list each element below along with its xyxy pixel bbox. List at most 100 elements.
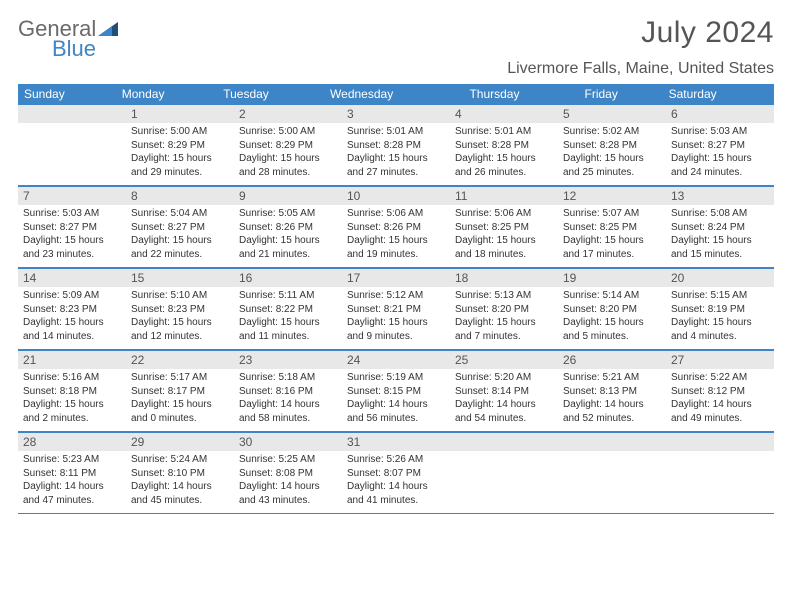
calendar-day-cell <box>558 432 666 514</box>
day-content: Sunrise: 5:11 AMSunset: 8:22 PMDaylight:… <box>234 287 342 349</box>
day-number: 24 <box>342 350 450 369</box>
calendar-day-cell <box>450 432 558 514</box>
day-number: 16 <box>234 268 342 287</box>
calendar-body: 1Sunrise: 5:00 AMSunset: 8:29 PMDaylight… <box>18 104 774 514</box>
day-content: Sunrise: 5:08 AMSunset: 8:24 PMDaylight:… <box>666 205 774 267</box>
day-number-empty <box>450 432 558 451</box>
day-number: 27 <box>666 350 774 369</box>
day-content: Sunrise: 5:01 AMSunset: 8:28 PMDaylight:… <box>342 123 450 185</box>
location-label: Livermore Falls, Maine, United States <box>18 60 774 78</box>
day-number: 15 <box>126 268 234 287</box>
day-content: Sunrise: 5:03 AMSunset: 8:27 PMDaylight:… <box>18 205 126 267</box>
weekday-header: Tuesday <box>217 84 324 104</box>
day-content: Sunrise: 5:03 AMSunset: 8:27 PMDaylight:… <box>666 123 774 185</box>
calendar-day-cell: 30Sunrise: 5:25 AMSunset: 8:08 PMDayligh… <box>234 432 342 514</box>
day-number: 2 <box>234 104 342 123</box>
calendar-table: Sunday Monday Tuesday Wednesday Thursday… <box>18 84 774 104</box>
day-number: 18 <box>450 268 558 287</box>
calendar-week-row: 14Sunrise: 5:09 AMSunset: 8:23 PMDayligh… <box>18 268 774 350</box>
brand-part2-wrap: Blue <box>52 36 792 62</box>
day-number: 5 <box>558 104 666 123</box>
day-number-empty <box>666 432 774 451</box>
weekday-header: Wednesday <box>324 84 463 104</box>
calendar-day-cell: 21Sunrise: 5:16 AMSunset: 8:18 PMDayligh… <box>18 350 126 432</box>
calendar-week-row: 1Sunrise: 5:00 AMSunset: 8:29 PMDaylight… <box>18 104 774 186</box>
calendar-day-cell: 27Sunrise: 5:22 AMSunset: 8:12 PMDayligh… <box>666 350 774 432</box>
day-content: Sunrise: 5:23 AMSunset: 8:11 PMDaylight:… <box>18 451 126 513</box>
weekday-header-row: Sunday Monday Tuesday Wednesday Thursday… <box>18 84 774 104</box>
day-content: Sunrise: 5:13 AMSunset: 8:20 PMDaylight:… <box>450 287 558 349</box>
day-content: Sunrise: 5:05 AMSunset: 8:26 PMDaylight:… <box>234 205 342 267</box>
calendar-day-cell <box>18 104 126 186</box>
calendar-day-cell: 24Sunrise: 5:19 AMSunset: 8:15 PMDayligh… <box>342 350 450 432</box>
day-content: Sunrise: 5:20 AMSunset: 8:14 PMDaylight:… <box>450 369 558 431</box>
calendar-day-cell: 29Sunrise: 5:24 AMSunset: 8:10 PMDayligh… <box>126 432 234 514</box>
calendar-day-cell: 13Sunrise: 5:08 AMSunset: 8:24 PMDayligh… <box>666 186 774 268</box>
day-number: 29 <box>126 432 234 451</box>
day-content: Sunrise: 5:25 AMSunset: 8:08 PMDaylight:… <box>234 451 342 513</box>
day-content: Sunrise: 5:22 AMSunset: 8:12 PMDaylight:… <box>666 369 774 431</box>
calendar-day-cell: 23Sunrise: 5:18 AMSunset: 8:16 PMDayligh… <box>234 350 342 432</box>
weekday-header: Thursday <box>463 84 578 104</box>
weekday-header: Saturday <box>663 84 774 104</box>
day-number-empty <box>18 104 126 123</box>
day-content-empty <box>18 123 126 181</box>
day-content: Sunrise: 5:06 AMSunset: 8:25 PMDaylight:… <box>450 205 558 267</box>
day-number: 30 <box>234 432 342 451</box>
calendar-day-cell: 6Sunrise: 5:03 AMSunset: 8:27 PMDaylight… <box>666 104 774 186</box>
calendar-day-cell: 22Sunrise: 5:17 AMSunset: 8:17 PMDayligh… <box>126 350 234 432</box>
day-number: 10 <box>342 186 450 205</box>
calendar-day-cell: 7Sunrise: 5:03 AMSunset: 8:27 PMDaylight… <box>18 186 126 268</box>
day-number: 9 <box>234 186 342 205</box>
day-number: 17 <box>342 268 450 287</box>
calendar-day-cell: 26Sunrise: 5:21 AMSunset: 8:13 PMDayligh… <box>558 350 666 432</box>
day-number: 28 <box>18 432 126 451</box>
day-content: Sunrise: 5:10 AMSunset: 8:23 PMDaylight:… <box>126 287 234 349</box>
weekday-header: Sunday <box>18 84 116 104</box>
calendar-day-cell: 5Sunrise: 5:02 AMSunset: 8:28 PMDaylight… <box>558 104 666 186</box>
calendar-day-cell: 12Sunrise: 5:07 AMSunset: 8:25 PMDayligh… <box>558 186 666 268</box>
day-content: Sunrise: 5:21 AMSunset: 8:13 PMDaylight:… <box>558 369 666 431</box>
day-content: Sunrise: 5:00 AMSunset: 8:29 PMDaylight:… <box>126 123 234 185</box>
day-number: 31 <box>342 432 450 451</box>
day-content: Sunrise: 5:12 AMSunset: 8:21 PMDaylight:… <box>342 287 450 349</box>
calendar-day-cell: 31Sunrise: 5:26 AMSunset: 8:07 PMDayligh… <box>342 432 450 514</box>
weekday-header: Friday <box>579 84 663 104</box>
day-number: 4 <box>450 104 558 123</box>
calendar-day-cell: 25Sunrise: 5:20 AMSunset: 8:14 PMDayligh… <box>450 350 558 432</box>
day-content: Sunrise: 5:04 AMSunset: 8:27 PMDaylight:… <box>126 205 234 267</box>
day-content: Sunrise: 5:24 AMSunset: 8:10 PMDaylight:… <box>126 451 234 513</box>
calendar-day-cell: 1Sunrise: 5:00 AMSunset: 8:29 PMDaylight… <box>126 104 234 186</box>
day-content: Sunrise: 5:07 AMSunset: 8:25 PMDaylight:… <box>558 205 666 267</box>
calendar-day-cell: 9Sunrise: 5:05 AMSunset: 8:26 PMDaylight… <box>234 186 342 268</box>
day-number: 20 <box>666 268 774 287</box>
day-content: Sunrise: 5:14 AMSunset: 8:20 PMDaylight:… <box>558 287 666 349</box>
day-content-empty <box>450 451 558 509</box>
calendar-day-cell: 16Sunrise: 5:11 AMSunset: 8:22 PMDayligh… <box>234 268 342 350</box>
day-content-empty <box>666 451 774 509</box>
calendar-week-row: 7Sunrise: 5:03 AMSunset: 8:27 PMDaylight… <box>18 186 774 268</box>
day-number: 23 <box>234 350 342 369</box>
calendar-day-cell: 17Sunrise: 5:12 AMSunset: 8:21 PMDayligh… <box>342 268 450 350</box>
day-content: Sunrise: 5:19 AMSunset: 8:15 PMDaylight:… <box>342 369 450 431</box>
calendar-day-cell: 8Sunrise: 5:04 AMSunset: 8:27 PMDaylight… <box>126 186 234 268</box>
day-number: 7 <box>18 186 126 205</box>
day-number: 12 <box>558 186 666 205</box>
calendar-day-cell: 20Sunrise: 5:15 AMSunset: 8:19 PMDayligh… <box>666 268 774 350</box>
calendar-day-cell: 2Sunrise: 5:00 AMSunset: 8:29 PMDaylight… <box>234 104 342 186</box>
calendar-day-cell: 3Sunrise: 5:01 AMSunset: 8:28 PMDaylight… <box>342 104 450 186</box>
day-number: 25 <box>450 350 558 369</box>
calendar-day-cell <box>666 432 774 514</box>
day-content-empty <box>558 451 666 509</box>
calendar-day-cell: 4Sunrise: 5:01 AMSunset: 8:28 PMDaylight… <box>450 104 558 186</box>
day-number: 21 <box>18 350 126 369</box>
calendar-week-row: 28Sunrise: 5:23 AMSunset: 8:11 PMDayligh… <box>18 432 774 514</box>
day-number: 3 <box>342 104 450 123</box>
calendar-day-cell: 28Sunrise: 5:23 AMSunset: 8:11 PMDayligh… <box>18 432 126 514</box>
day-content: Sunrise: 5:09 AMSunset: 8:23 PMDaylight:… <box>18 287 126 349</box>
day-number: 11 <box>450 186 558 205</box>
day-number: 6 <box>666 104 774 123</box>
day-number: 13 <box>666 186 774 205</box>
brand-part2: Blue <box>52 36 96 61</box>
day-content: Sunrise: 5:00 AMSunset: 8:29 PMDaylight:… <box>234 123 342 185</box>
